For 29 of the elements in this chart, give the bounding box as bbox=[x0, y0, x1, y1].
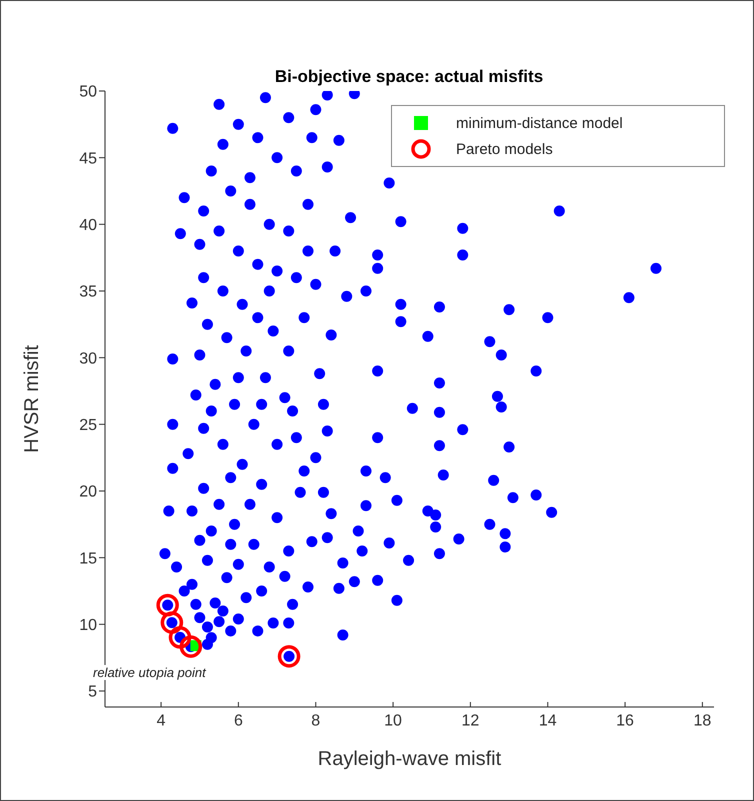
y-tick-label: 10 bbox=[79, 617, 98, 634]
y-tick-label: 5 bbox=[88, 684, 98, 701]
point bbox=[278, 645, 300, 668]
annotation: relative utopia point bbox=[93, 665, 206, 680]
y-tick-label: 50 bbox=[79, 84, 98, 101]
x-tick-label: 18 bbox=[694, 712, 712, 730]
y-tick-label: 40 bbox=[79, 217, 98, 234]
y-axis-title: HVSR misfit bbox=[21, 344, 44, 453]
y-tick-label: 15 bbox=[79, 550, 98, 568]
x-tick-label: 10 bbox=[384, 712, 402, 730]
legend-label: Pareto models bbox=[456, 140, 553, 158]
legend-label: minimum-distance model bbox=[456, 114, 623, 132]
y-tick-label: 35 bbox=[79, 284, 98, 301]
point bbox=[168, 626, 192, 649]
chart-title: Bi-objective space: actual misfits bbox=[274, 67, 544, 87]
y-tick-label: 20 bbox=[79, 484, 98, 501]
x-tick-label: 16 bbox=[616, 712, 634, 730]
x-axis-title: Rayleigh-wave misfit bbox=[318, 748, 502, 770]
y-tick-label: 30 bbox=[79, 350, 98, 368]
y-tick-label: 25 bbox=[79, 417, 98, 434]
x-tick-label: 14 bbox=[538, 712, 557, 730]
y-tick-label: 45 bbox=[79, 150, 98, 168]
x-tick-label: 4 bbox=[156, 712, 166, 730]
x-tick-label: 6 bbox=[234, 712, 243, 730]
x-tick-label: 12 bbox=[462, 712, 480, 730]
point bbox=[156, 594, 179, 616]
point bbox=[180, 635, 202, 658]
x-tick-label: 8 bbox=[311, 712, 320, 730]
point bbox=[160, 611, 184, 634]
